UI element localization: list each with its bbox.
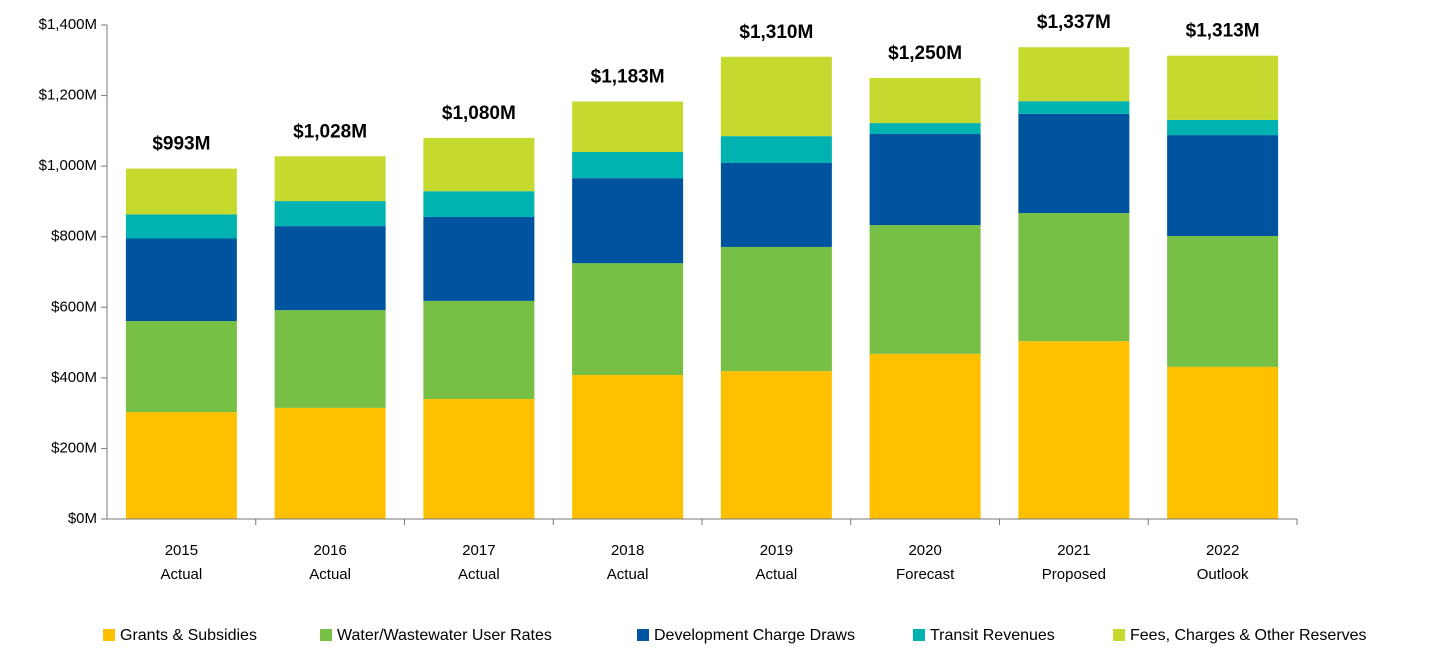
bar-segment (1018, 341, 1130, 519)
x-tick-label: 2015 (165, 542, 198, 559)
bar-segment (1167, 135, 1279, 237)
x-tick-label: Outlook (1197, 566, 1249, 583)
bar-segment (720, 56, 832, 137)
bar-segment (125, 321, 237, 413)
bar-segment (869, 134, 981, 226)
total-label: $1,313M (1186, 21, 1260, 42)
bar-segment (1167, 236, 1279, 367)
bar-segment (1018, 113, 1130, 214)
y-tick-label: $1,200M (39, 87, 97, 104)
bar-segment (274, 156, 386, 202)
y-tick-label: $600M (51, 298, 97, 315)
bar-segment (1167, 366, 1279, 519)
bar-segment (869, 353, 981, 519)
legend-label: Development Charge Draws (654, 627, 855, 644)
bar-segment (720, 371, 832, 519)
x-tick-label: 2021 (1057, 542, 1090, 559)
bar-segment (125, 238, 237, 322)
bar-segment (869, 77, 981, 124)
legend-swatch (1113, 629, 1125, 641)
total-label: $1,337M (1037, 12, 1111, 33)
bar-segment (572, 375, 684, 519)
total-label: $1,080M (442, 103, 516, 124)
bar-segment (720, 162, 832, 247)
bar-segment (274, 310, 386, 408)
bar-segment (1167, 119, 1279, 136)
x-tick-label: Actual (161, 566, 203, 583)
y-tick-label: $1,000M (39, 157, 97, 174)
legend-swatch (103, 629, 115, 641)
bar-segment (125, 168, 237, 215)
bar-segment (572, 178, 684, 264)
x-tick-label: Actual (607, 566, 649, 583)
bar-segment (423, 191, 535, 217)
y-tick-label: $800M (51, 228, 97, 245)
x-tick-label: 2018 (611, 542, 644, 559)
x-tick-label: 2019 (760, 542, 793, 559)
bar-segment (1167, 55, 1279, 120)
y-tick-label: $400M (51, 369, 97, 386)
legend-label: Grants & Subsidies (120, 627, 257, 644)
total-label: $1,028M (293, 121, 367, 142)
bar-segment (423, 137, 535, 192)
bar-segment (869, 123, 981, 135)
y-tick-label: $200M (51, 439, 97, 456)
bar-segment (125, 214, 237, 239)
x-tick-label: 2016 (313, 542, 346, 559)
bar-segment (572, 101, 684, 153)
legend-swatch (637, 629, 649, 641)
bar-segment (274, 201, 386, 227)
bar-segment (423, 399, 535, 519)
y-tick-label: $0M (68, 510, 97, 527)
bar-segment (423, 300, 535, 400)
bar-segment (869, 225, 981, 354)
legend-swatch (320, 629, 332, 641)
legend-label: Transit Revenues (930, 627, 1055, 644)
x-tick-label: Proposed (1042, 566, 1106, 583)
bar-segment (1018, 101, 1130, 114)
total-label: $1,183M (591, 67, 665, 88)
total-label: $1,250M (888, 43, 962, 64)
bar-segment (720, 136, 832, 163)
bar-segment (572, 152, 684, 179)
bar-segment (274, 226, 386, 311)
y-tick-label: $1,400M (39, 16, 97, 33)
x-tick-label: 2022 (1206, 542, 1239, 559)
x-tick-label: Actual (458, 566, 500, 583)
bar-segment (572, 263, 684, 376)
x-tick-label: Actual (309, 566, 351, 583)
total-label: $1,310M (739, 22, 813, 43)
bar-segment (1018, 213, 1130, 342)
legend-label: Water/Wastewater User Rates (337, 627, 552, 644)
x-tick-label: 2020 (908, 542, 941, 559)
legend-swatch (913, 629, 925, 641)
bar-segment (1018, 47, 1130, 102)
bar-segment (720, 246, 832, 372)
total-label: $993M (152, 134, 210, 155)
bar-segment (423, 216, 535, 301)
legend-label: Fees, Charges & Other Reserves (1130, 627, 1367, 644)
bar-segment (274, 407, 386, 519)
bar-segment (125, 412, 237, 519)
x-tick-label: 2017 (462, 542, 495, 559)
x-tick-label: Forecast (896, 566, 955, 583)
x-tick-label: Actual (756, 566, 798, 583)
